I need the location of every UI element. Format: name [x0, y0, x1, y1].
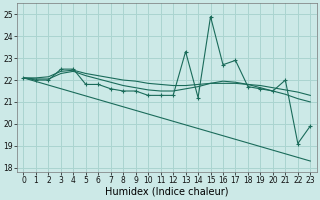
X-axis label: Humidex (Indice chaleur): Humidex (Indice chaleur): [105, 187, 229, 197]
